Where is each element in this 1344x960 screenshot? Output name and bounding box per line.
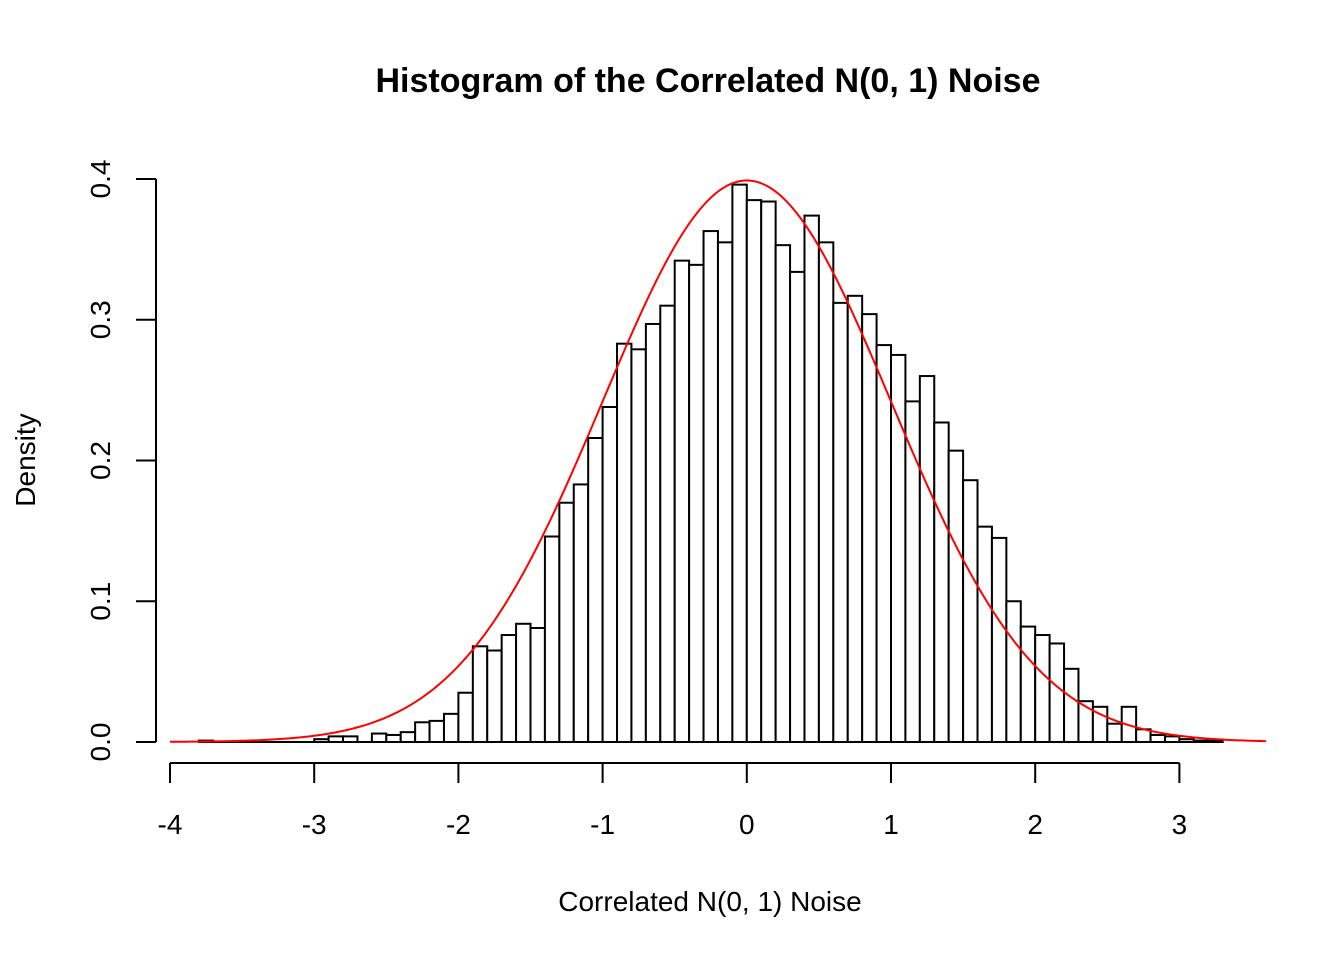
histogram-bar — [962, 479, 979, 743]
histogram-bar — [572, 483, 590, 743]
histogram-bar — [947, 449, 965, 743]
y-tick-label: 0.1 — [85, 582, 116, 621]
histogram-bar — [428, 719, 445, 744]
y-tick-label: 0.0 — [85, 723, 116, 762]
x-tick-label: 0 — [739, 809, 755, 840]
x-tick-label: 2 — [1027, 809, 1043, 840]
histogram-bar — [760, 200, 777, 743]
x-tick-label: -2 — [446, 809, 471, 840]
histogram-bar — [644, 322, 662, 743]
histogram-bar — [558, 501, 575, 743]
histogram-bar — [1063, 667, 1080, 743]
histogram-bar — [385, 733, 402, 744]
y-tick-label: 0.4 — [85, 160, 116, 199]
x-tick-label: 3 — [1172, 809, 1188, 840]
histogram-bar — [414, 721, 431, 743]
histogram-bar — [500, 634, 518, 744]
normal-density-curve — [169, 179, 1266, 743]
histogram-bar — [1048, 642, 1066, 743]
histogram-bar — [529, 626, 546, 743]
histogram-bar — [1005, 600, 1022, 743]
x-tick-label: -3 — [302, 809, 327, 840]
histogram-bar — [875, 344, 893, 743]
histogram-bar — [442, 712, 460, 743]
histogram-bar — [817, 241, 835, 743]
histogram-bar — [1106, 722, 1123, 744]
histogram-bar — [731, 183, 748, 743]
histogram-bar — [399, 731, 417, 744]
histogram-bar — [702, 230, 719, 743]
y-tick-label: 0.2 — [85, 441, 116, 480]
histogram-bar — [774, 244, 792, 743]
histogram-bar — [990, 536, 1008, 743]
histogram-bar — [457, 691, 474, 743]
histogram-bar — [803, 214, 820, 744]
histogram-bar — [659, 304, 676, 743]
histogram-bar — [861, 313, 878, 743]
histogram-bar — [933, 421, 950, 743]
histogram-bar — [1149, 733, 1166, 744]
histogram-bars — [197, 183, 1224, 744]
histogram-bar — [630, 348, 647, 743]
histogram-bar — [471, 645, 489, 743]
histogram-bar — [976, 525, 993, 744]
histogram-bar — [832, 301, 849, 743]
y-axis-label: Density — [10, 413, 41, 506]
histogram-bar — [688, 263, 705, 743]
chart-title: Histogram of the Correlated N(0, 1) Nois… — [375, 62, 1040, 100]
histogram-bar — [587, 436, 604, 743]
histogram-bar — [716, 241, 734, 743]
y-tick-label: 0.3 — [85, 300, 116, 339]
histogram-bar — [745, 199, 763, 744]
y-axis: 0.0 0.1 0.2 0.3 0.4 — [85, 160, 157, 762]
x-axis-label: Correlated N(0, 1) Noise — [558, 886, 861, 917]
histogram-bar — [515, 622, 532, 744]
histogram-bar — [601, 406, 619, 743]
histogram-bar — [789, 270, 806, 743]
histogram-bar — [486, 649, 503, 744]
x-axis: -4 -3 -2 -1 0 1 2 3 — [158, 762, 1188, 840]
histogram-bar — [918, 375, 936, 743]
histogram-bar — [616, 342, 633, 743]
histogram-bar — [846, 294, 864, 743]
histogram-bar — [673, 259, 691, 743]
histogram-bar — [890, 353, 907, 743]
histogram-bar — [1034, 634, 1051, 744]
histogram-bar — [543, 535, 561, 743]
x-tick-label: -4 — [158, 809, 183, 840]
histogram-bar — [370, 732, 388, 743]
x-tick-label: 1 — [883, 809, 899, 840]
x-tick-label: -1 — [590, 809, 615, 840]
histogram-bar — [1019, 625, 1037, 744]
